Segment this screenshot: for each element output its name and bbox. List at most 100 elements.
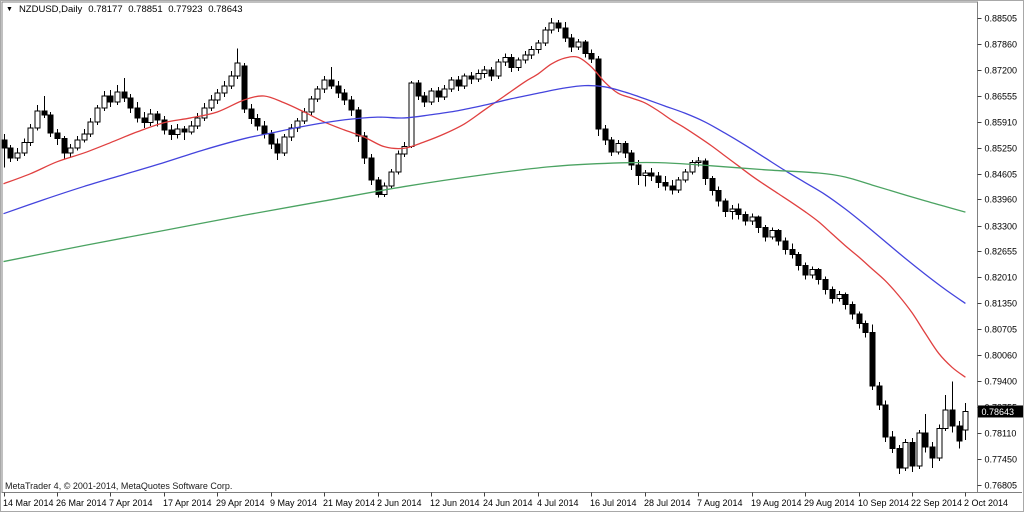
candle[interactable] xyxy=(528,46,535,59)
candle[interactable] xyxy=(689,159,696,175)
candle[interactable] xyxy=(335,81,342,98)
candle[interactable] xyxy=(168,125,175,140)
candle[interactable] xyxy=(127,94,134,114)
candle[interactable] xyxy=(622,141,629,158)
candle[interactable] xyxy=(555,20,562,33)
candle[interactable] xyxy=(822,276,829,295)
candle[interactable] xyxy=(595,56,602,136)
candle[interactable] xyxy=(909,437,916,473)
candles-layer[interactable] xyxy=(1,18,969,475)
candle[interactable] xyxy=(141,111,148,128)
candle[interactable] xyxy=(795,251,802,271)
candle[interactable] xyxy=(368,153,375,185)
candle[interactable] xyxy=(588,49,595,63)
candle[interactable] xyxy=(441,85,448,100)
candle[interactable] xyxy=(308,95,315,115)
candle[interactable] xyxy=(862,320,869,338)
candle[interactable] xyxy=(455,76,462,91)
candle[interactable] xyxy=(769,227,776,240)
ma-slow-green-line[interactable] xyxy=(3,161,966,263)
candle[interactable] xyxy=(548,18,555,34)
candle[interactable] xyxy=(682,169,689,183)
candle[interactable] xyxy=(635,159,642,185)
candle[interactable] xyxy=(849,301,856,320)
candle[interactable] xyxy=(628,149,635,170)
candle[interactable] xyxy=(481,66,488,79)
candle[interactable] xyxy=(27,123,34,146)
candle[interactable] xyxy=(655,171,662,188)
candle[interactable] xyxy=(522,50,529,64)
candle[interactable] xyxy=(882,400,889,442)
candle[interactable] xyxy=(421,92,428,107)
candle[interactable] xyxy=(902,439,909,472)
candle[interactable] xyxy=(234,48,241,79)
candle[interactable] xyxy=(321,76,328,94)
candle[interactable] xyxy=(1,133,8,168)
candle[interactable] xyxy=(542,26,549,47)
candle[interactable] xyxy=(134,101,141,123)
candle[interactable] xyxy=(936,424,943,462)
candle[interactable] xyxy=(675,176,682,193)
candle[interactable] xyxy=(729,204,736,220)
candle[interactable] xyxy=(562,22,569,43)
candle[interactable] xyxy=(7,145,14,162)
candle[interactable] xyxy=(348,95,355,116)
candle[interactable] xyxy=(401,141,408,158)
candle[interactable] xyxy=(742,211,749,226)
candle[interactable] xyxy=(575,38,582,51)
candle[interactable] xyxy=(375,176,382,198)
ma-fast-red-line[interactable] xyxy=(3,55,966,378)
candle[interactable] xyxy=(755,215,762,233)
candle[interactable] xyxy=(722,198,729,217)
candle[interactable] xyxy=(415,80,422,100)
candle[interactable] xyxy=(388,169,395,189)
candle[interactable] xyxy=(502,53,509,67)
candle[interactable] xyxy=(408,81,415,148)
candle[interactable] xyxy=(709,175,716,196)
candle[interactable] xyxy=(181,125,188,140)
candle[interactable] xyxy=(962,403,969,441)
candle[interactable] xyxy=(61,135,68,159)
candle[interactable] xyxy=(87,117,94,138)
candle[interactable] xyxy=(762,224,769,242)
candle[interactable] xyxy=(715,186,722,207)
candle[interactable] xyxy=(568,34,575,53)
candle[interactable] xyxy=(14,147,21,162)
candle[interactable] xyxy=(188,121,195,135)
candle[interactable] xyxy=(856,311,863,329)
candle[interactable] xyxy=(94,105,101,126)
candle[interactable] xyxy=(515,57,522,71)
candle[interactable] xyxy=(254,113,261,131)
candle[interactable] xyxy=(802,262,809,280)
candle[interactable] xyxy=(281,133,288,156)
candle[interactable] xyxy=(147,109,154,126)
candle[interactable] xyxy=(876,382,883,410)
candle[interactable] xyxy=(121,78,128,102)
candle[interactable] xyxy=(582,40,589,58)
candle[interactable] xyxy=(54,129,61,146)
candle[interactable] xyxy=(488,66,495,82)
candle[interactable] xyxy=(836,291,843,302)
candle[interactable] xyxy=(608,137,615,156)
candle[interactable] xyxy=(662,175,669,191)
candle[interactable] xyxy=(221,81,228,98)
candle[interactable] xyxy=(735,203,742,220)
candle[interactable] xyxy=(208,94,215,111)
candle[interactable] xyxy=(648,167,655,181)
candle[interactable] xyxy=(101,90,108,111)
candle[interactable] xyxy=(21,138,28,156)
candle[interactable] xyxy=(201,102,208,122)
price-axis[interactable]: 0.88505 0.87860 0.87200 0.86555 0.85910 0.852… xyxy=(977,14,1018,491)
candle[interactable] xyxy=(508,54,515,73)
candle[interactable] xyxy=(535,40,542,54)
candle[interactable] xyxy=(929,441,936,469)
candle[interactable] xyxy=(749,213,756,225)
candle[interactable] xyxy=(475,69,482,83)
candle[interactable] xyxy=(896,445,903,475)
candle[interactable] xyxy=(341,89,348,106)
candle[interactable] xyxy=(615,139,622,155)
candle[interactable] xyxy=(67,143,74,158)
candle[interactable] xyxy=(161,115,168,135)
candle[interactable] xyxy=(809,266,816,279)
